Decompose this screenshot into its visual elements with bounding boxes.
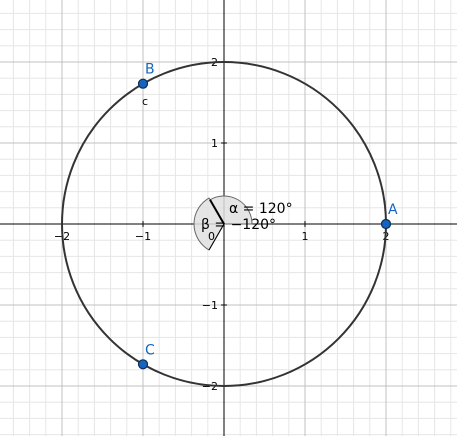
y-tick-label: −2 xyxy=(202,380,218,393)
x-tick-label: −1 xyxy=(135,230,151,243)
circle-caption-label[interactable]: c xyxy=(142,95,148,108)
angle-beta-ray xyxy=(208,223,225,251)
point-c-label[interactable]: C xyxy=(145,342,155,358)
point-a-label[interactable]: A xyxy=(388,202,398,218)
y-tick-label: 1 xyxy=(211,137,218,150)
point-a[interactable] xyxy=(380,218,392,230)
point-b[interactable] xyxy=(137,78,149,89)
angle-alpha-ray xyxy=(209,199,225,225)
point-c[interactable] xyxy=(137,359,149,370)
x-tick-label: 1 xyxy=(302,230,309,243)
points[interactable]: A B C xyxy=(137,62,399,370)
angle-markers[interactable]: α = 120° β = −120° 0 xyxy=(193,195,293,251)
angle-alpha-label[interactable]: α = 120° xyxy=(229,201,293,217)
origin-label: 0 xyxy=(208,230,215,243)
y-tick-label: −1 xyxy=(202,299,218,312)
point-b-label[interactable]: B xyxy=(145,62,155,78)
angle-beta-label[interactable]: β = −120° xyxy=(201,217,276,233)
